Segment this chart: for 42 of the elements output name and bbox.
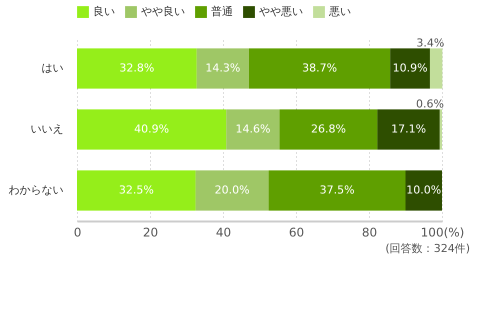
- y-tick-label: いいえ: [30, 122, 64, 136]
- legend-label: 良い: [93, 5, 115, 18]
- x-tick-label: 60: [288, 226, 304, 240]
- data-label: 10.0%: [406, 184, 442, 196]
- x-tick-label: 80: [362, 226, 378, 240]
- bar: [430, 48, 442, 89]
- bar: [248, 48, 390, 89]
- bar: [196, 48, 249, 89]
- text: (回答数：324件): [385, 242, 470, 255]
- x-tick-label: 100(%): [420, 226, 464, 240]
- bar: [268, 170, 406, 211]
- x-tick-label: 40: [216, 226, 232, 240]
- data-label: 32.8%: [119, 62, 154, 74]
- data-label: 3.4%: [416, 36, 444, 50]
- legend-label: 悪い: [328, 5, 351, 18]
- bar: [77, 109, 226, 150]
- data-label: 0.6%: [416, 98, 444, 110]
- bar: [196, 170, 269, 211]
- bar: [77, 170, 196, 211]
- bar: [226, 109, 280, 150]
- data-label: 17.1%: [391, 122, 426, 136]
- y-tick-label: わからない: [8, 184, 64, 196]
- x-tick-label: 0: [74, 226, 82, 240]
- bar: [377, 109, 440, 150]
- data-label: 26.8%: [311, 122, 346, 136]
- data-label: 38.7%: [302, 62, 338, 74]
- data-label: 32.5%: [118, 184, 154, 196]
- y-tick-label: はい: [42, 62, 64, 74]
- bar: [77, 48, 197, 89]
- data-label: 40.9%: [134, 122, 170, 136]
- data-label: 37.5%: [320, 184, 355, 196]
- bar: [390, 48, 430, 89]
- data-label: 14.6%: [235, 122, 270, 136]
- bar: [406, 170, 442, 211]
- legend-label: やや良い: [141, 5, 185, 18]
- bar: [280, 109, 378, 150]
- data-label: 14.3%: [205, 62, 240, 74]
- data-label: 20.0%: [214, 184, 250, 196]
- legend-label: 普通: [211, 5, 233, 18]
- data-label: 10.9%: [392, 62, 428, 74]
- legend-label: やや悪い: [259, 5, 303, 18]
- x-tick-label: 20: [142, 226, 158, 240]
